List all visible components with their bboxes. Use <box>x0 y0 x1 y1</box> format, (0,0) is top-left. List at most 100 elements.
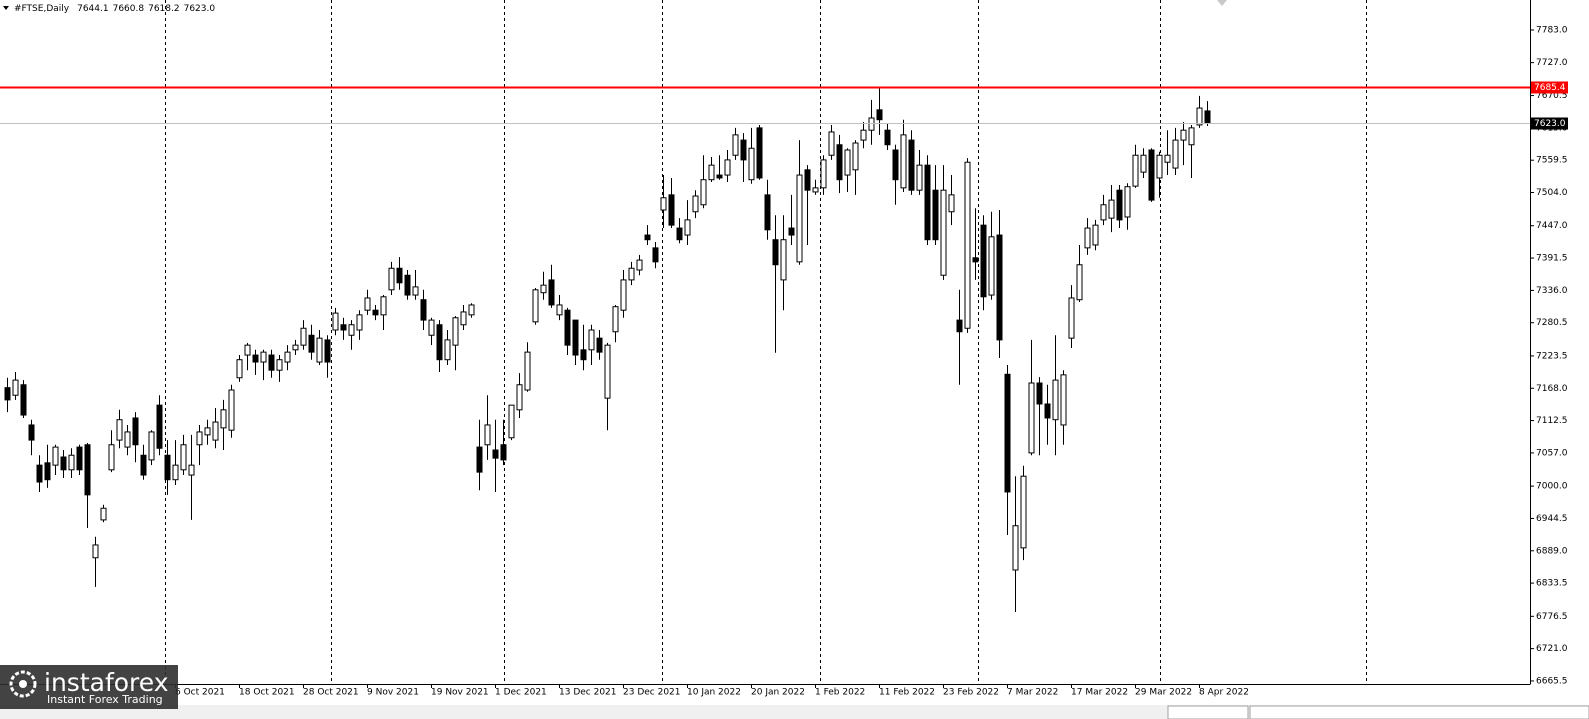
candle-body-up <box>860 129 867 141</box>
candle-body-up <box>692 195 699 213</box>
candle-body-down <box>396 267 403 284</box>
x-tick-label: 19 Nov 2021 <box>431 688 489 698</box>
menu-arrow[interactable] <box>3 6 9 10</box>
candle-body-up <box>12 379 19 396</box>
candle-body-up <box>316 337 323 363</box>
candle-body-up <box>1060 374 1067 426</box>
y-tick-label: 7112.5 <box>1536 416 1568 426</box>
tab[interactable] <box>1167 705 1249 719</box>
current-price-line-label-box <box>1531 117 1568 130</box>
candle-body-up <box>900 134 907 189</box>
level-line-label: 7685.4 <box>1534 83 1566 93</box>
header-close: 7623.0 <box>184 4 216 14</box>
candle-body-up <box>556 304 563 316</box>
candle-body-up <box>1172 139 1179 169</box>
x-tick-label: 11 Feb 2022 <box>879 688 935 698</box>
logo-icon <box>9 670 37 698</box>
candle-body-up <box>356 314 363 331</box>
y-tick-label: 6721.0 <box>1536 644 1568 654</box>
candle-body-up <box>988 236 995 296</box>
candle-body-up <box>68 454 75 471</box>
candle-body-down <box>492 449 499 459</box>
logo-icon-core <box>19 680 27 688</box>
candle-body-up <box>516 384 523 411</box>
candle-body-up <box>1020 475 1027 549</box>
candle-body-down <box>580 349 587 361</box>
candle-body-down <box>420 299 427 321</box>
candle-body-up <box>1188 127 1195 146</box>
candle-body-down <box>804 169 811 191</box>
logo-brand: instaforex <box>44 668 169 697</box>
x-tick-label: 7 Mar 2022 <box>1007 688 1058 698</box>
candle-body-up <box>188 464 195 476</box>
y-tick-label: 7000.0 <box>1536 482 1568 492</box>
x-tick-label: 1 Dec 2021 <box>495 688 547 698</box>
y-tick-label: 7559.5 <box>1536 156 1568 166</box>
y-tick-label: 6665.5 <box>1536 676 1568 686</box>
candle-body-up <box>540 284 547 294</box>
watermark: instaforex Instant Forex Trading <box>0 665 178 709</box>
candle-body-down <box>436 324 443 361</box>
candle-body-up <box>1132 154 1139 187</box>
candle-body-down <box>156 404 163 449</box>
scroll-marker <box>1217 0 1227 6</box>
candle-body-down <box>596 337 603 353</box>
y-tick-label: 7280.5 <box>1536 318 1568 328</box>
candle-body-down <box>548 279 555 306</box>
candle-body-up <box>732 134 739 156</box>
candle-body-up <box>916 164 923 191</box>
candle-body-up <box>1164 154 1171 163</box>
candle-body-down <box>132 417 139 446</box>
y-tick-label: 7168.0 <box>1536 384 1568 394</box>
candle-body-down <box>972 257 979 263</box>
candle-body-down <box>564 309 571 346</box>
y-tick-label: 7727.0 <box>1536 58 1568 68</box>
candle-body-down <box>84 444 91 496</box>
candle-body-up <box>1196 107 1203 126</box>
candle-body-up <box>964 161 971 329</box>
candle-body-down <box>924 164 931 241</box>
candle-body-up <box>100 507 107 521</box>
candle-body-down <box>1204 110 1211 124</box>
candle-body-up <box>412 286 419 296</box>
candle-body-down <box>36 464 43 483</box>
candle-body-down <box>1004 373 1011 493</box>
candle-body-down <box>996 234 1003 341</box>
candle-body-down <box>764 194 771 231</box>
candle-body-up <box>124 431 131 448</box>
x-tick-label: 10 Jan 2022 <box>687 688 741 698</box>
candle-body-down <box>884 129 891 146</box>
candle-body-up <box>116 419 123 441</box>
candle-body-up <box>940 189 947 276</box>
candle-body-up <box>292 344 299 351</box>
candle-body-down <box>836 144 843 181</box>
candle-body-up <box>52 446 59 466</box>
candle-body-up <box>708 164 715 181</box>
candle-body-up <box>508 404 515 439</box>
y-tick-label: 7391.5 <box>1536 254 1568 264</box>
y-tick-label: 6833.5 <box>1536 579 1568 589</box>
candle-body-up <box>228 389 235 431</box>
x-tick-label: 18 Oct 2021 <box>239 688 295 698</box>
candle-body-up <box>484 424 491 446</box>
x-tick-label: 28 Oct 2021 <box>303 688 359 698</box>
candle-body-up <box>852 142 859 171</box>
candle-body-down <box>788 227 795 236</box>
candle-body-down <box>1116 189 1123 221</box>
level-line-label-box <box>1531 81 1568 94</box>
candle-body-down <box>372 309 379 316</box>
candle-body-down <box>1044 403 1051 419</box>
candle-body-down <box>252 354 259 363</box>
candle-body-up <box>244 344 251 356</box>
candle-body-up <box>724 159 731 176</box>
tab[interactable] <box>1249 705 1589 719</box>
x-tick-label: 20 Jan 2022 <box>751 688 805 698</box>
current-price-line-label: 7623.0 <box>1534 119 1566 129</box>
candle-body-up <box>1140 154 1147 173</box>
candle-body-down <box>140 454 147 476</box>
candle-body-up <box>468 304 475 316</box>
candle-body-up <box>196 431 203 446</box>
candle-body-down <box>308 334 315 353</box>
